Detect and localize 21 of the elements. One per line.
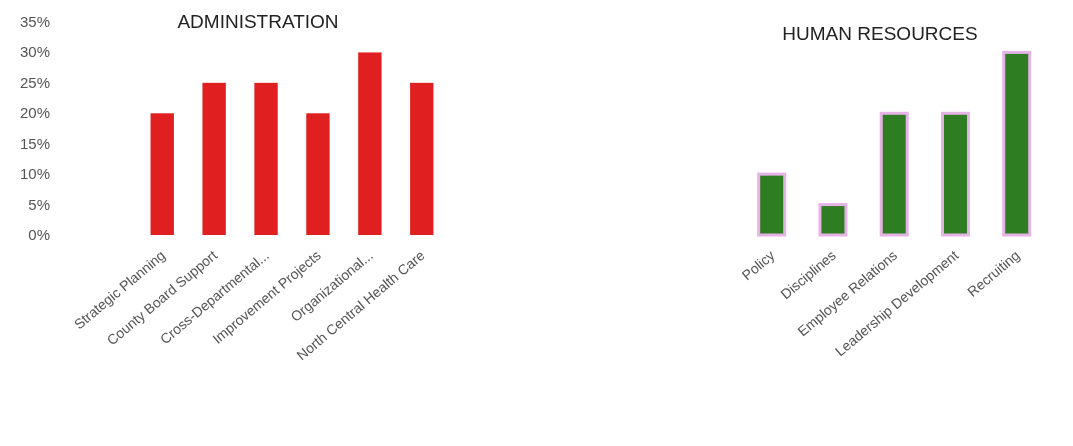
y-tick-label: 30% <box>19 43 50 61</box>
bar <box>254 82 278 235</box>
bar <box>940 111 970 237</box>
bar <box>306 113 330 235</box>
bar <box>818 203 848 237</box>
bar <box>358 52 382 235</box>
bar <box>202 82 226 235</box>
bar <box>757 172 787 237</box>
y-tick-label: 15% <box>19 134 50 152</box>
chart-title: HUMAN RESOURCES <box>782 23 978 44</box>
y-tick-label: 35% <box>19 13 50 30</box>
y-tick-label: 20% <box>19 104 50 122</box>
bar <box>410 82 434 235</box>
y-tick-label: 10% <box>19 165 50 183</box>
bar <box>879 111 909 237</box>
chart-title: ADMINISTRATION <box>177 11 339 32</box>
y-tick-label: 5% <box>28 195 50 213</box>
bar <box>1002 50 1032 237</box>
y-tick-label: 25% <box>19 73 50 91</box>
bar <box>150 113 174 235</box>
y-tick-label: 0% <box>28 226 50 243</box>
